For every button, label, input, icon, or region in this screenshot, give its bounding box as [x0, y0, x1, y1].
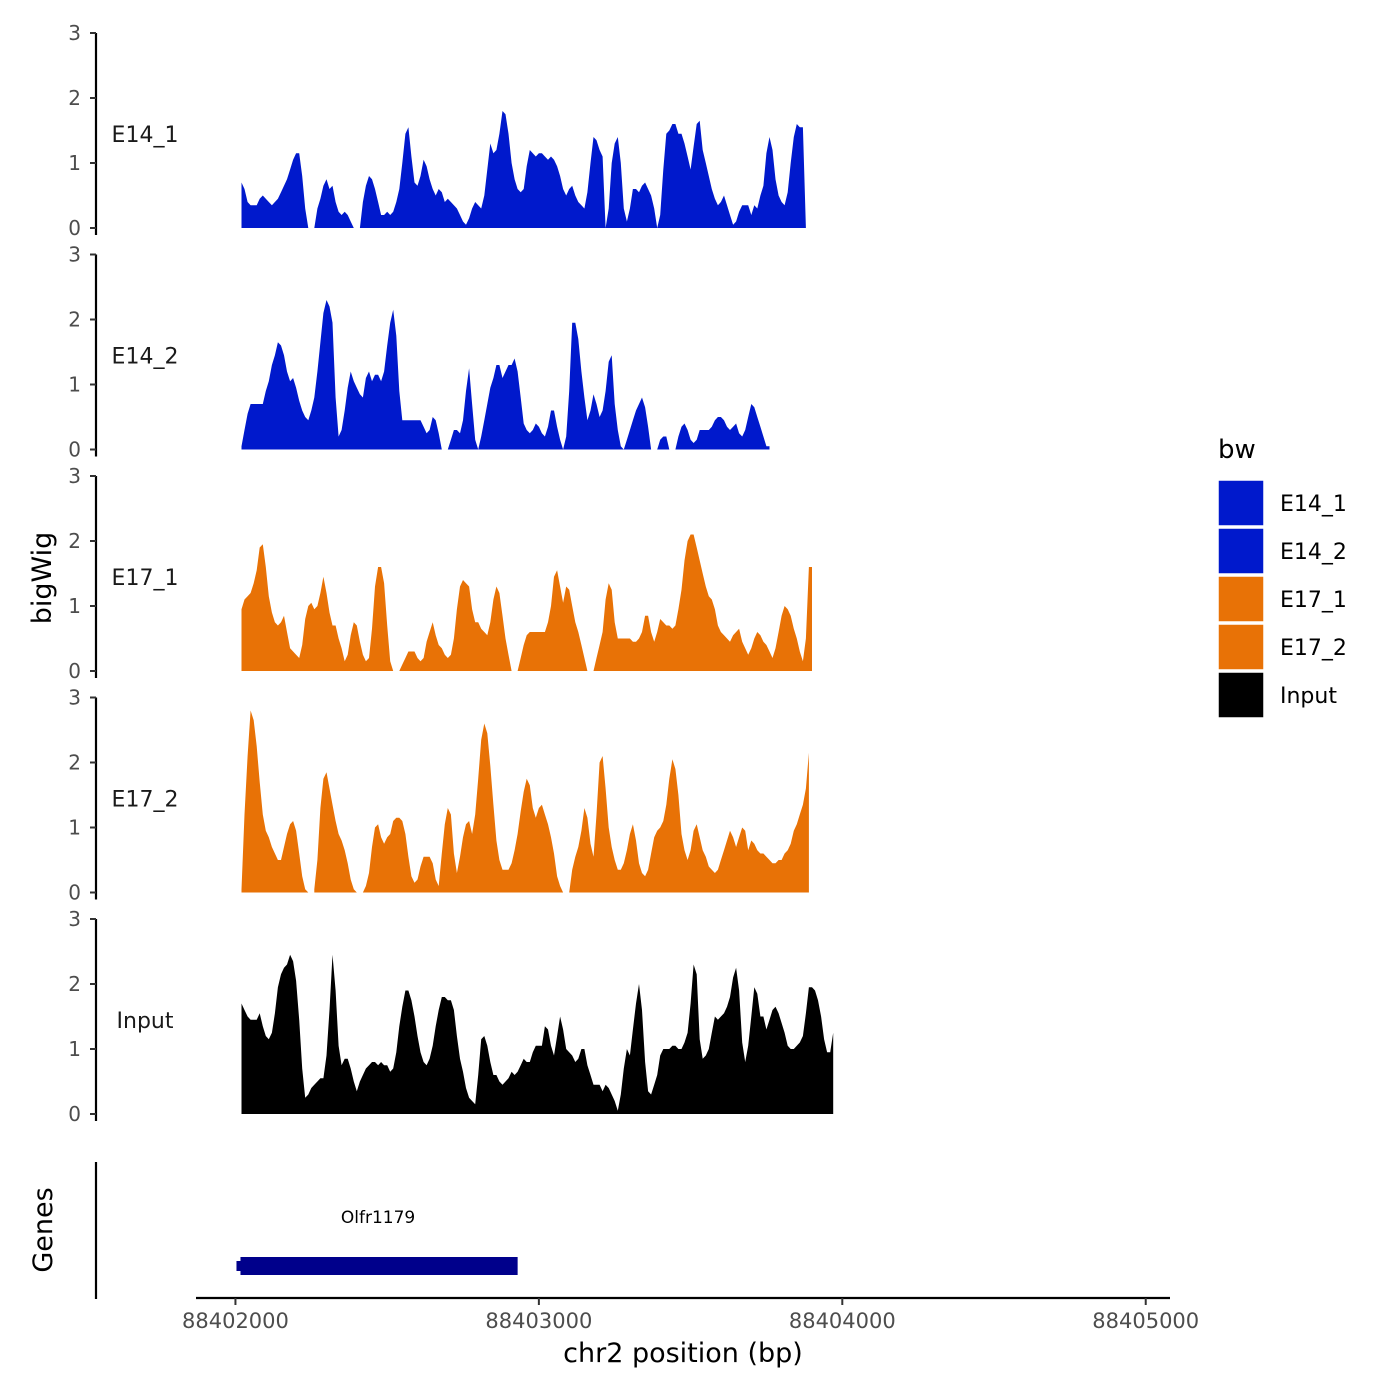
- legend-item-e17-2: E17_2: [1217, 623, 1347, 671]
- y-tick-label: 3: [68, 464, 81, 488]
- coverage-area: [657, 436, 670, 450]
- y-tick-label: 1: [68, 816, 81, 840]
- legend: bw E14_1 E14_2 E17_1 E17_2 Input: [1217, 435, 1347, 719]
- coverage-area: [447, 322, 652, 450]
- y-tick-label: 0: [68, 659, 81, 683]
- coverage-area: [569, 752, 809, 893]
- y-tick-label: 2: [68, 86, 81, 110]
- track-e17-1: 0 1 2 3 E17_1: [68, 464, 812, 683]
- x-tick-label: 88403000: [485, 1309, 592, 1333]
- x-axis-title: chr2 position (bp): [563, 1338, 803, 1369]
- track-label: E14_1: [112, 123, 179, 148]
- track-e14-2: 0 1 2 3 E14_2: [68, 243, 770, 462]
- x-tick-label: 88402000: [182, 1309, 289, 1333]
- coverage-area: [241, 544, 394, 671]
- gene-bar: [240, 1257, 518, 1275]
- legend-swatch: [1217, 527, 1265, 575]
- coverage-area: [362, 723, 564, 893]
- legend-item-e17-1: E17_1: [1217, 575, 1347, 623]
- gene-label: Olfr1179: [341, 1208, 415, 1228]
- gene-track: Genes Olfr1179: [28, 1162, 518, 1299]
- y-tick-label: 2: [68, 308, 81, 332]
- y-tick-label: 0: [68, 216, 81, 240]
- genes-track-label: Genes: [28, 1187, 59, 1272]
- y-tick-label: 1: [68, 1037, 81, 1061]
- track-e14-1: 0 1 2 3 E14_1: [68, 21, 806, 240]
- coverage-area: [399, 580, 512, 671]
- legend-label: E14_1: [1280, 492, 1347, 517]
- y-tick-label: 3: [68, 243, 81, 267]
- legend-swatch: [1217, 575, 1265, 623]
- track-input: 0 1 2 3 Input: [68, 907, 834, 1126]
- y-tick-label: 3: [68, 686, 81, 710]
- coverage-area: [314, 772, 357, 893]
- legend-swatch: [1217, 623, 1265, 671]
- coverage-area: [675, 404, 770, 450]
- x-tick-label: 88404000: [789, 1309, 896, 1333]
- coverage-area: [241, 153, 354, 228]
- legend-label: E17_2: [1280, 636, 1347, 661]
- coverage-area: [359, 111, 806, 228]
- y-tick-label: 2: [68, 972, 81, 996]
- y-tick-label: 0: [68, 881, 81, 905]
- y-tick-label: 1: [68, 151, 81, 175]
- legend-label: E14_2: [1280, 540, 1347, 565]
- track-e17-2: 0 1 2 3 E17_2: [68, 686, 809, 905]
- y-tick-label: 0: [68, 438, 81, 462]
- legend-item-input: Input: [1217, 671, 1337, 719]
- coverage-area: [241, 954, 834, 1114]
- legend-swatch: [1217, 479, 1265, 527]
- y-tick-label: 2: [68, 751, 81, 775]
- y-tick-label: 3: [68, 907, 81, 931]
- y-axis-title: bigWig: [27, 532, 58, 625]
- y-tick-label: 0: [68, 1102, 81, 1126]
- track-label: E14_2: [112, 344, 179, 369]
- y-tick-label: 1: [68, 594, 81, 618]
- legend-label: E17_1: [1280, 588, 1347, 613]
- coverage-tracks: 0 1 2 3 E14_1 0 1 2 3 E14_2 0 1 2 3 E17_1 0 1 2 3 E17_2 0 1 2 3…: [68, 21, 834, 1126]
- track-label: E17_2: [112, 787, 179, 812]
- coverage-area: [593, 534, 812, 671]
- x-axis: 88402000 88403000 88404000 88405000 chr2 po…: [182, 1296, 1199, 1369]
- legend-item-e14-2: E14_2: [1217, 527, 1347, 575]
- legend-label: Input: [1280, 684, 1337, 709]
- legend-title: bw: [1218, 435, 1256, 465]
- y-tick-label: 1: [68, 373, 81, 397]
- legend-item-e14-1: E14_1: [1217, 479, 1347, 527]
- x-tick-label: 88405000: [1092, 1309, 1199, 1333]
- coverage-area: [241, 300, 442, 450]
- track-label: Input: [117, 1009, 174, 1034]
- legend-swatch: [1217, 671, 1265, 719]
- y-tick-label: 3: [68, 21, 81, 45]
- y-tick-label: 2: [68, 529, 81, 553]
- coverage-area: [517, 570, 588, 671]
- gene-start-cap: [236, 1261, 243, 1271]
- track-label: E17_1: [112, 566, 179, 591]
- coverage-area: [241, 710, 309, 893]
